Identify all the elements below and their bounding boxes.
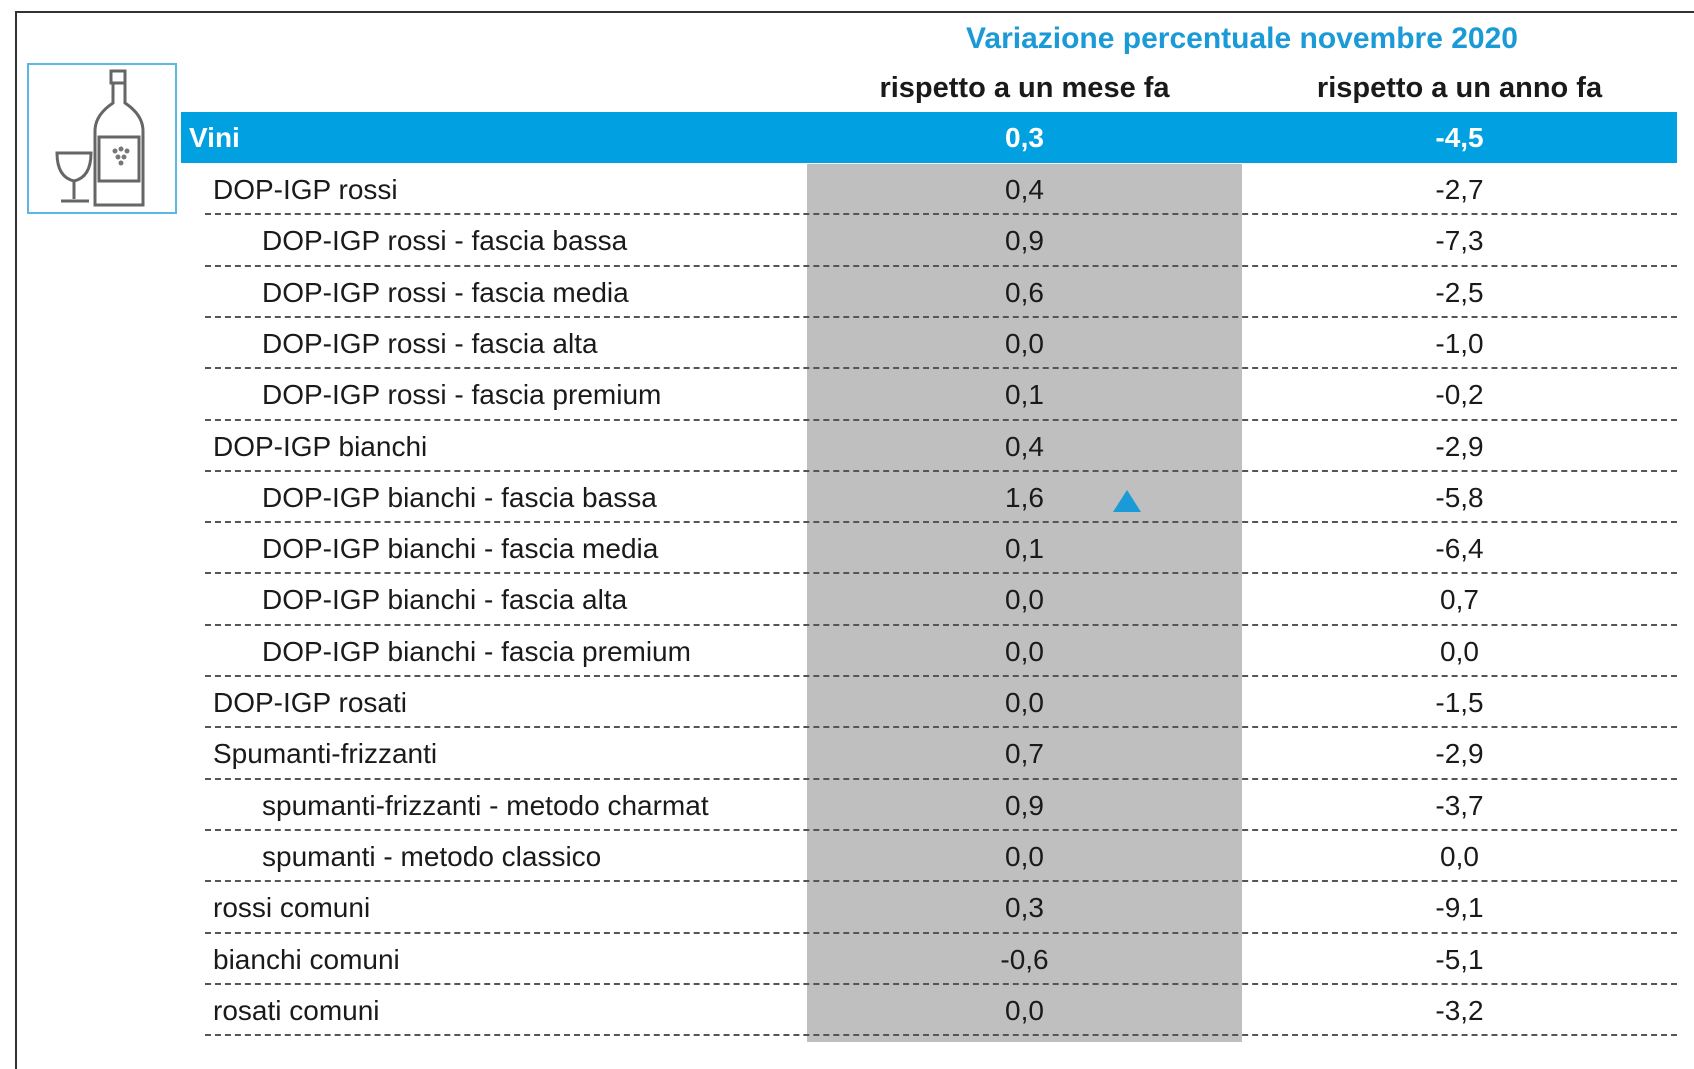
- cell-value: 0,4: [1005, 430, 1044, 462]
- cell-value: 0,7: [1005, 738, 1044, 770]
- row-divider: [205, 264, 1677, 267]
- cell-value: 0,7: [1440, 584, 1479, 616]
- row-label: DOP-IGP rossi: [213, 174, 398, 205]
- row-divider: [205, 418, 1677, 421]
- row-label: DOP-IGP bianchi - fascia alta: [262, 584, 628, 616]
- frame-left: [15, 11, 17, 1069]
- cell-value: -5,8: [1435, 481, 1484, 513]
- total-band: [181, 112, 1677, 163]
- row-divider: [205, 213, 1677, 216]
- increase-marker: [1113, 490, 1141, 512]
- row-label: rosati comuni: [213, 994, 380, 1026]
- row-label: rossi comuni: [213, 892, 371, 924]
- cell-value: 0,0: [1440, 840, 1479, 872]
- header-title: Variazione percentuale novembre 2020: [966, 22, 1518, 55]
- row-divider: [205, 828, 1677, 831]
- row-label: DOP-IGP bianchi - fascia premium: [262, 635, 691, 667]
- column-header: rispetto a un mese fa: [879, 72, 1170, 104]
- cell-value: -3,2: [1435, 994, 1484, 1026]
- row-divider: [205, 675, 1677, 677]
- row-divider: [205, 726, 1677, 729]
- row-label: spumanti-frizzanti - metodo charmat: [262, 789, 709, 821]
- cell-value: -4,5: [1435, 122, 1484, 153]
- cell-value: -5,1: [1435, 943, 1484, 975]
- row-label: spumanti - metodo classico: [262, 840, 602, 872]
- row-label: DOP-IGP bianchi - fascia media: [262, 533, 659, 565]
- row-label: DOP-IGP rossi - fascia alta: [262, 327, 598, 359]
- cell-value: 0,1: [1005, 533, 1044, 565]
- cell-value: 0,0: [1440, 635, 1479, 667]
- row-label: Spumanti-frizzanti: [213, 738, 438, 770]
- cell-value: -2,5: [1435, 276, 1484, 308]
- row-label: Vini: [189, 122, 240, 153]
- cell-value: 0,6: [1005, 276, 1044, 308]
- row-divider: [205, 469, 1677, 472]
- cell-value: 0,3: [1005, 892, 1044, 924]
- row-divider: [205, 572, 1677, 575]
- cell-value: 0,4: [1005, 174, 1044, 205]
- row-divider: [205, 880, 1677, 883]
- cell-value: -2,7: [1435, 174, 1484, 205]
- cell-value: -1,5: [1435, 687, 1484, 718]
- cell-value: -7,3: [1435, 225, 1484, 257]
- frame-top: [15, 11, 1694, 13]
- row-label: DOP-IGP rossi - fascia media: [262, 276, 629, 308]
- grey-column: [807, 164, 1242, 1042]
- cell-value: -0,6: [1000, 943, 1049, 975]
- cell-value: 0,9: [1005, 225, 1044, 257]
- row-divider: [205, 623, 1677, 626]
- cell-value: 0,0: [1005, 584, 1044, 616]
- row-divider: [205, 931, 1677, 934]
- cell-value: 0,0: [1005, 635, 1044, 667]
- cell-value: -1,0: [1435, 327, 1484, 359]
- cell-value: 0,1: [1005, 379, 1044, 411]
- wine-icon: [55, 69, 145, 207]
- row-divider: [205, 1034, 1677, 1037]
- cell-value: -9,1: [1435, 892, 1484, 924]
- row-label: bianchi comuni: [213, 943, 400, 975]
- cell-value: -2,9: [1435, 738, 1484, 770]
- row-divider: [205, 982, 1677, 985]
- cell-value: 0,9: [1005, 789, 1044, 821]
- row-label: DOP-IGP bianchi - fascia bassa: [262, 481, 657, 513]
- row-divider: [205, 521, 1677, 524]
- row-divider: [205, 367, 1677, 370]
- icon-box: [27, 63, 177, 214]
- row-label: DOP-IGP bianchi: [213, 430, 428, 462]
- row-label: DOP-IGP rossi - fascia premium: [262, 379, 662, 411]
- row-label: DOP-IGP rossi - fascia bassa: [262, 225, 628, 257]
- cell-value: 0,0: [1005, 840, 1044, 872]
- cell-value: -0,2: [1435, 379, 1484, 411]
- cell-value: 0,0: [1005, 994, 1044, 1026]
- row-label: DOP-IGP rosati: [213, 687, 407, 718]
- cell-value: -3,7: [1435, 789, 1484, 821]
- cell-value: 1,6: [1005, 481, 1044, 513]
- column-header: rispetto a un anno fa: [1316, 72, 1603, 104]
- row-divider: [205, 777, 1677, 780]
- cell-value: 0,0: [1005, 687, 1044, 718]
- cell-value: -2,9: [1435, 430, 1484, 462]
- row-divider: [205, 315, 1677, 318]
- cell-value: -6,4: [1435, 533, 1484, 565]
- cell-value: 0,3: [1005, 122, 1044, 153]
- cell-value: 0,0: [1005, 327, 1044, 359]
